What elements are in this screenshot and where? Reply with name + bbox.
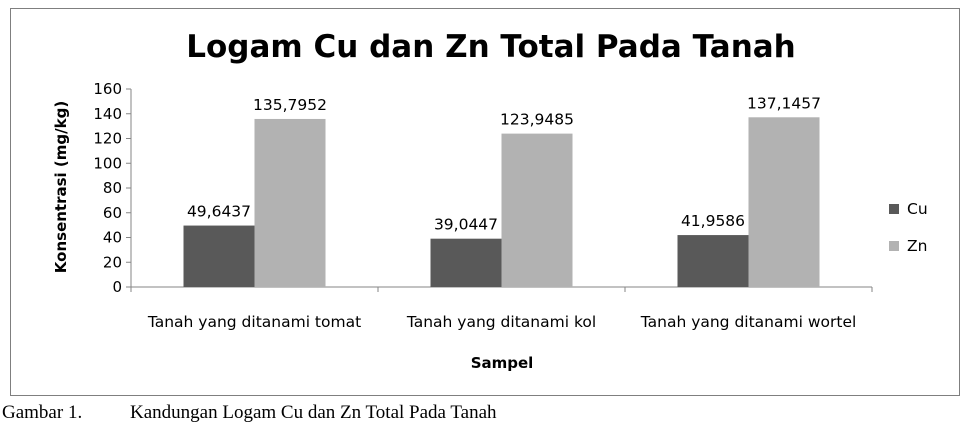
data-label: 39,0447 xyxy=(434,216,498,234)
y-tick-label: 0 xyxy=(112,278,122,296)
y-tick-label: 140 xyxy=(93,105,122,123)
y-tick-label: 40 xyxy=(103,229,122,247)
data-label: 41,9586 xyxy=(681,212,745,230)
x-tick-label: Tanah yang ditanami tomat xyxy=(147,313,361,331)
legend-swatch-cu xyxy=(889,204,899,214)
chart-title: Logam Cu dan Zn Total Pada Tanah xyxy=(186,29,796,65)
bar-cu xyxy=(677,235,749,287)
y-tick-label: 60 xyxy=(103,204,122,222)
data-label: 49,6437 xyxy=(187,203,251,221)
chart-frame: Logam Cu dan Zn Total Pada Tanah Konsent… xyxy=(10,8,960,396)
x-tick-label: Tanah yang ditanami wortel xyxy=(640,313,857,331)
y-tick-label: 120 xyxy=(93,130,122,148)
bar-cu xyxy=(183,225,255,287)
legend-swatch-zn xyxy=(889,241,899,251)
y-axis-label-group: Konsentrasi (mg/kg) xyxy=(52,101,70,273)
y-tick-label: 20 xyxy=(103,253,122,271)
data-label: 137,1457 xyxy=(747,94,821,112)
legend-label-cu: Cu xyxy=(907,200,928,218)
y-tick-label: 80 xyxy=(103,179,122,197)
legend-label-zn: Zn xyxy=(907,237,927,255)
data-label: 135,7952 xyxy=(253,96,327,114)
bar-zn xyxy=(501,133,573,287)
data-label: 123,9485 xyxy=(500,111,574,129)
x-axis-label: Sampel xyxy=(471,354,534,372)
bar-cu xyxy=(430,238,502,287)
bar-zn xyxy=(254,118,326,288)
caption-label: Gambar 1. xyxy=(2,402,83,423)
y-tick-label: 100 xyxy=(93,154,122,172)
bar-zn xyxy=(748,117,820,287)
y-tick-label: 160 xyxy=(93,80,122,98)
y-axis-label: Konsentrasi (mg/kg) xyxy=(52,101,70,273)
x-tick-label: Tanah yang ditanami kol xyxy=(406,313,596,331)
plot-area: 0 20 40 60 80 100 120 140 160 Tanah yang ditanami… xyxy=(93,80,873,331)
bar-chart: Logam Cu dan Zn Total Pada Tanah Konsent… xyxy=(52,29,928,372)
figure-caption: Gambar 1. Kandungan Logam Cu dan Zn Tota… xyxy=(0,402,966,428)
legend: Cu Zn xyxy=(889,200,928,255)
caption-text: Kandungan Logam Cu dan Zn Total Pada Tan… xyxy=(130,402,497,423)
